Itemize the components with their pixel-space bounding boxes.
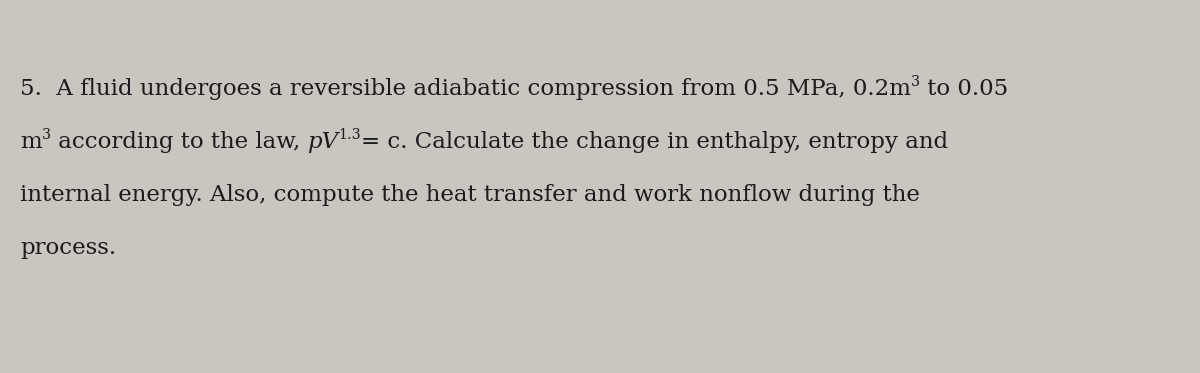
Text: pV: pV — [307, 131, 338, 153]
Text: 1.3: 1.3 — [338, 128, 361, 142]
Text: 3: 3 — [911, 75, 920, 89]
Text: process.: process. — [20, 237, 116, 259]
Text: internal energy. Also, compute the heat transfer and work nonflow during the: internal energy. Also, compute the heat … — [20, 184, 920, 206]
Text: to 0.05: to 0.05 — [920, 78, 1008, 100]
Text: = c. Calculate the change in enthalpy, entropy and: = c. Calculate the change in enthalpy, e… — [361, 131, 948, 153]
Text: m: m — [20, 131, 42, 153]
Text: 5.  A fluid undergoes a reversible adiabatic compression from 0.5 MPa, 0.2m: 5. A fluid undergoes a reversible adiaba… — [20, 78, 911, 100]
Text: 3: 3 — [42, 128, 50, 142]
Text: according to the law,: according to the law, — [50, 131, 307, 153]
